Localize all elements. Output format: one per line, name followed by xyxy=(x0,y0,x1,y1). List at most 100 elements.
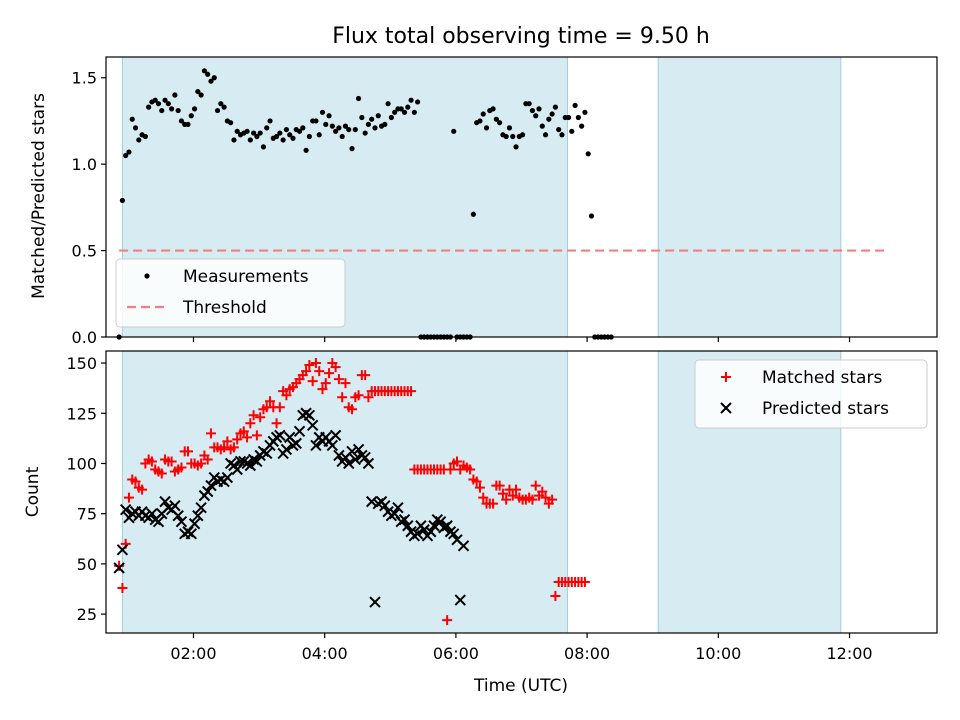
data-point xyxy=(146,104,152,110)
x-tick-label: 02:00 xyxy=(170,644,216,663)
data-point xyxy=(176,462,187,473)
data-point xyxy=(362,130,368,136)
data-point xyxy=(251,430,262,441)
data-point xyxy=(339,133,345,140)
legend-label: Predicted stars xyxy=(762,399,889,419)
data-point xyxy=(290,437,302,450)
data-point xyxy=(222,436,233,447)
data-point xyxy=(271,418,282,429)
data-point xyxy=(360,370,371,381)
legend-marker xyxy=(144,273,150,279)
y-tick-label: 125 xyxy=(66,404,97,423)
data-point xyxy=(379,499,391,512)
data-point xyxy=(159,495,171,508)
data-point xyxy=(497,488,508,499)
bottom-y-axis-label: Count xyxy=(23,466,43,517)
data-point xyxy=(539,123,545,129)
data-point xyxy=(362,457,375,470)
observing-window-2 xyxy=(657,56,842,338)
data-point xyxy=(346,126,352,133)
data-point xyxy=(359,114,365,121)
data-point xyxy=(537,486,548,497)
data-point xyxy=(198,92,204,98)
data-point xyxy=(550,591,561,602)
data-point xyxy=(244,128,250,134)
data-point xyxy=(405,104,411,110)
data-point xyxy=(274,429,286,442)
data-point xyxy=(336,125,342,131)
data-point xyxy=(301,366,312,377)
data-point xyxy=(451,128,457,134)
data-point xyxy=(579,576,590,587)
data-point xyxy=(260,144,267,150)
y-tick-label: 150 xyxy=(66,354,97,373)
data-point xyxy=(251,130,257,136)
y-tick-label: 50 xyxy=(77,555,97,574)
data-point xyxy=(293,425,306,438)
data-point xyxy=(169,499,181,512)
data-point xyxy=(398,514,411,526)
data-point xyxy=(385,101,391,107)
data-point xyxy=(306,133,312,140)
x-tick-label: 04:00 xyxy=(302,644,348,663)
data-point xyxy=(211,75,217,81)
x-tick-label: 08:00 xyxy=(564,644,610,663)
data-point xyxy=(355,95,362,102)
data-point xyxy=(146,456,157,467)
legend-box xyxy=(694,359,928,429)
data-point xyxy=(306,419,319,432)
series-predicted-stars xyxy=(113,407,470,608)
data-point xyxy=(330,362,341,373)
data-point xyxy=(388,507,401,520)
data-point xyxy=(113,562,125,574)
data-point xyxy=(333,449,345,462)
data-point xyxy=(248,410,259,421)
data-point xyxy=(310,358,321,369)
data-point xyxy=(501,494,512,505)
data-point xyxy=(408,97,414,103)
data-point xyxy=(340,378,351,389)
data-point xyxy=(245,418,256,429)
data-point xyxy=(333,128,339,134)
data-point xyxy=(155,101,162,107)
data-point xyxy=(352,126,358,133)
data-point xyxy=(232,434,243,445)
x-tick-label: 12:00 xyxy=(826,644,872,663)
data-point xyxy=(175,107,181,114)
legend-label: Measurements xyxy=(183,267,309,287)
x-axis-label: Time (UTC) xyxy=(473,676,568,696)
data-point xyxy=(480,111,486,117)
data-point xyxy=(231,137,237,143)
data-point xyxy=(511,484,522,495)
data-point xyxy=(533,113,539,119)
data-point xyxy=(324,368,335,379)
data-point xyxy=(401,109,408,115)
data-point xyxy=(588,213,595,219)
data-point xyxy=(156,468,167,479)
data-point xyxy=(392,109,398,115)
data-point xyxy=(169,106,175,112)
data-point xyxy=(261,447,273,460)
data-point xyxy=(316,132,322,138)
data-point xyxy=(519,132,526,138)
data-point xyxy=(159,107,165,114)
data-point xyxy=(175,516,188,528)
data-point xyxy=(372,125,378,131)
data-point xyxy=(323,121,329,128)
y-tick-label: 0.5 xyxy=(72,242,97,261)
data-point xyxy=(471,476,482,487)
data-point xyxy=(119,503,132,516)
data-point xyxy=(221,471,234,484)
data-point xyxy=(329,429,342,442)
data-point xyxy=(172,509,184,522)
data-point xyxy=(402,520,414,532)
legend-marker xyxy=(720,402,732,414)
legend-label: Matched stars xyxy=(762,368,882,388)
data-point xyxy=(195,501,207,514)
data-point xyxy=(527,494,538,505)
data-point xyxy=(296,128,303,134)
data-point xyxy=(582,109,588,115)
data-point xyxy=(326,113,332,119)
data-point xyxy=(349,146,355,152)
